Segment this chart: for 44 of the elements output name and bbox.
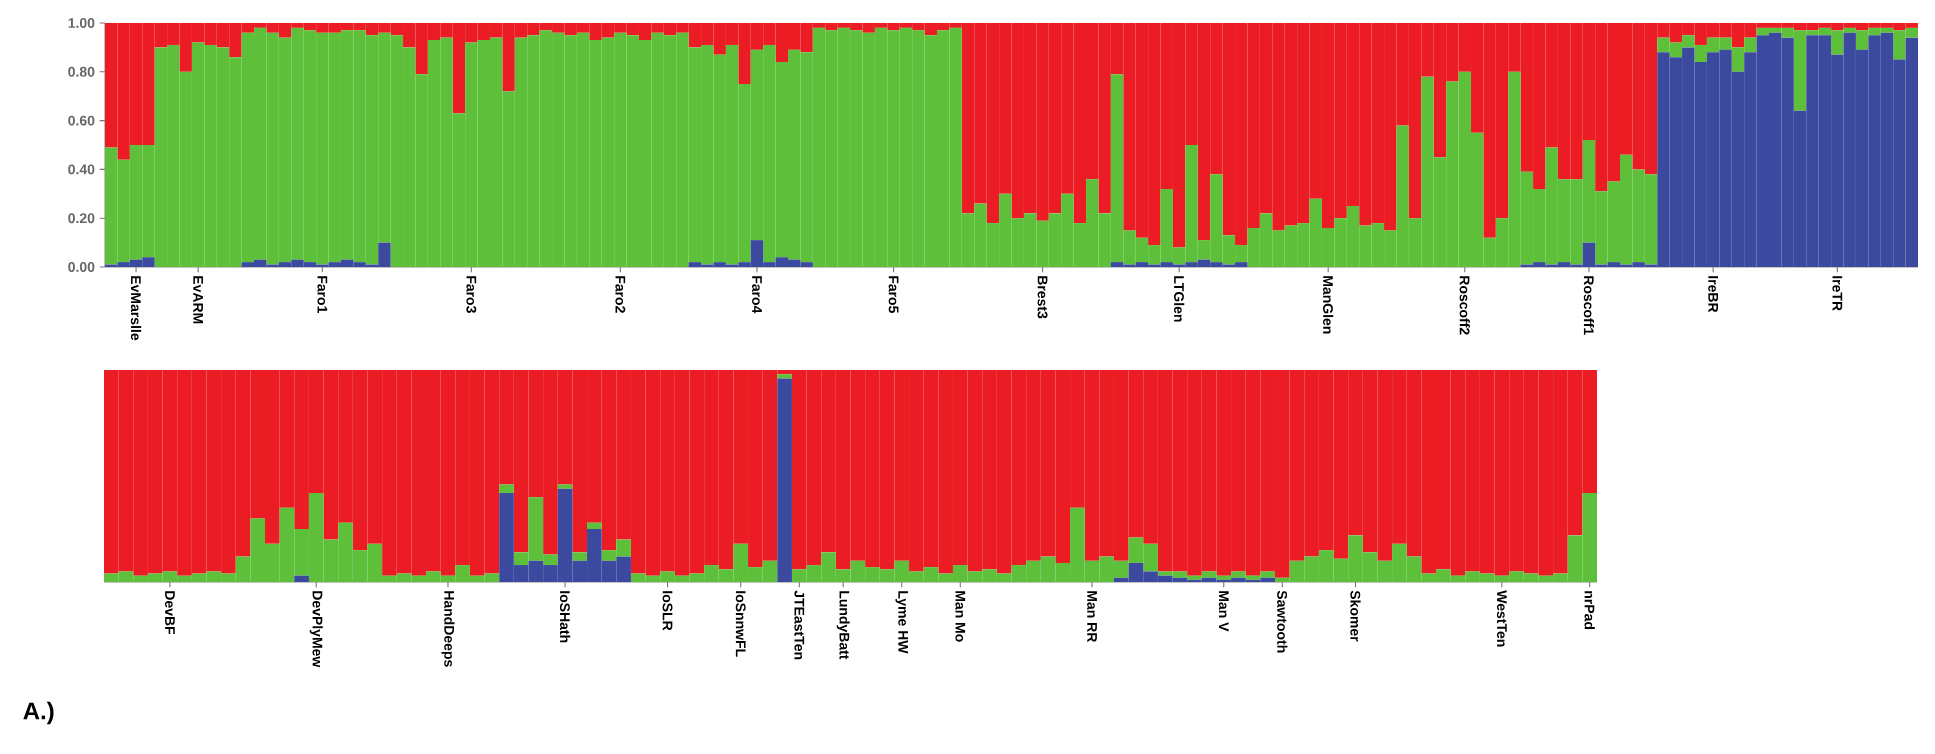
x-tick-label: DevBF (164, 591, 175, 635)
bar (557, 484, 573, 489)
bar (294, 575, 309, 582)
y-tick-label: 0.60 (68, 115, 95, 126)
x-tick-label: ManGlen (1323, 276, 1334, 334)
x-tick-label: Faro1 (317, 276, 328, 313)
x-tick-label: Faro4 (752, 276, 762, 314)
x-tick-label: nrPad (1584, 591, 1595, 630)
bar (777, 374, 792, 379)
x-tick-label: Faro3 (466, 276, 477, 313)
x-tick-label: LTGlen (1174, 276, 1185, 322)
y-tick-label: 0.00 (68, 262, 95, 272)
x-tick-label: Faro5 (888, 276, 899, 313)
bar (587, 522, 602, 529)
x-tick-label: IreBR (1708, 276, 1718, 313)
x-tick-label: Roscoff1 (1583, 276, 1595, 335)
x-tick-label: WestTen (1496, 590, 1507, 647)
x-tick-label: HandDeeps (441, 591, 455, 667)
x-tick-label: Man V (1218, 591, 1229, 632)
text: A.) (23, 701, 54, 725)
y-tick-label: 0.80 (68, 66, 95, 77)
x-tick-label: IoSLR (662, 591, 673, 631)
x-tick-label: IoSHath (559, 591, 571, 643)
x-tick-label: Man Mo (955, 591, 966, 642)
x-tick-label: IreTR (1832, 276, 1843, 311)
bar (777, 378, 792, 582)
x-tick-label: Brest3 (1037, 276, 1048, 319)
y-tick-label: 0.20 (68, 213, 95, 224)
y-tick-label: 0.40 (68, 164, 95, 175)
x-tick-label: EvMarslle (130, 276, 142, 341)
bar (499, 484, 514, 493)
x-tick-label: Lyme HW (895, 591, 908, 654)
x-tick-label: Faro2 (615, 276, 626, 313)
x-tick-label: Man RR (1087, 591, 1097, 643)
x-tick-label: Sawtooth (1277, 590, 1288, 653)
x-tick-label: JTEastTen (794, 590, 805, 660)
y-tick-label: 1.00 (68, 18, 95, 28)
x-tick-label: EvARM (193, 276, 203, 324)
x-tick-label: IoSnnwFL (735, 591, 746, 657)
x-tick-label: DevPlyMew (309, 591, 323, 668)
bar (572, 552, 588, 561)
x-tick-label: Roscoff2 (1459, 276, 1470, 335)
x-tick-label: LundyBatt (836, 591, 850, 660)
x-tick-label: Skomer (1350, 590, 1361, 642)
